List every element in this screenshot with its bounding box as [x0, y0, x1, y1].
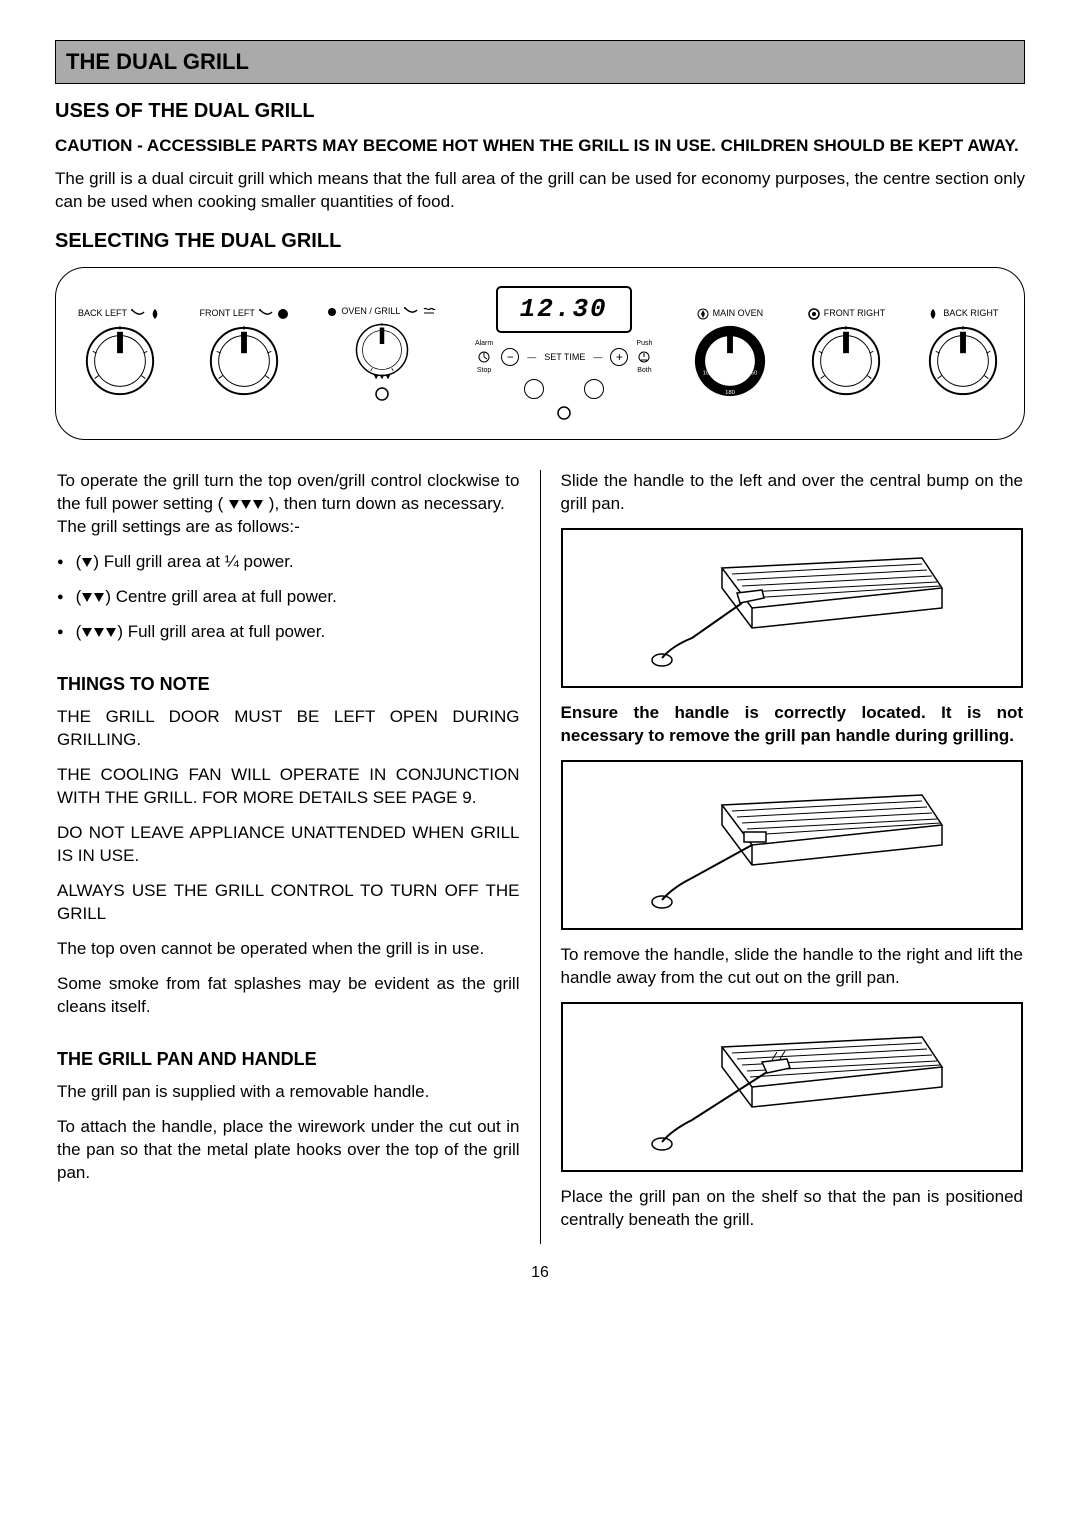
things-to-note-heading: THINGS TO NOTE — [57, 672, 520, 696]
knob-back-right: BACK RIGHT — [924, 307, 1002, 400]
note-text: Some smoke from fat splashes may be evid… — [57, 973, 520, 1019]
slide-text: Slide the handle to the left and over th… — [561, 470, 1024, 516]
handle-text: To attach the handle, place the wirework… — [57, 1116, 520, 1185]
selecting-heading: SELECTING THE DUAL GRILL — [55, 228, 1025, 255]
caution-text: CAUTION - ACCESSIBLE PARTS MAY BECOME HO… — [55, 135, 1025, 158]
knob-front-right: FRONT RIGHT — [807, 307, 885, 400]
grill-pan-heading: THE GRILL PAN AND HANDLE — [57, 1047, 520, 1071]
page-number: 16 — [55, 1262, 1025, 1284]
page-title-bar: THE DUAL GRILL — [55, 40, 1025, 84]
knob-front-left: FRONT LEFT — [200, 307, 289, 400]
grill-pan-figure-2 — [561, 760, 1024, 930]
place-text: Place the grill pan on the shelf so that… — [561, 1186, 1024, 1232]
flame-icon — [149, 308, 161, 320]
list-item: () Full grill area at full power. — [57, 621, 520, 644]
timer-button-right — [584, 379, 604, 399]
operate-paragraph: To operate the grill turn the top oven/g… — [57, 470, 520, 539]
note-text: THE GRILL DOOR MUST BE LEFT OPEN DURING … — [57, 706, 520, 752]
knob-main-oven: MAIN OVEN 180100250 — [691, 307, 769, 400]
note-text: DO NOT LEAVE APPLIANCE UNATTENDED WHEN G… — [57, 822, 520, 868]
flame-icon — [277, 308, 289, 320]
left-column: To operate the grill turn the top oven/g… — [55, 470, 541, 1244]
handle-text: The grill pan is supplied with a removab… — [57, 1081, 520, 1104]
plus-button: + — [610, 348, 628, 366]
list-item: () Centre grill area at full power. — [57, 586, 520, 609]
svg-text:250: 250 — [747, 371, 758, 377]
grill-pan-figure-1 — [561, 528, 1024, 688]
grill-pan-figure-3 — [561, 1002, 1024, 1172]
note-text: ALWAYS USE THE GRILL CONTROL TO TURN OFF… — [57, 880, 520, 926]
ensure-text: Ensure the handle is correctly located. … — [561, 702, 1024, 748]
control-panel-diagram: BACK LEFT FRONT LEFT OVEN / GRILL ▼▼▼ 12… — [55, 267, 1025, 441]
remove-text: To remove the handle, slide the handle t… — [561, 944, 1024, 990]
list-item: () Full grill area at ¼ power. — [57, 551, 520, 574]
uses-body: The grill is a dual circuit grill which … — [55, 168, 1025, 214]
fan-icon — [697, 308, 709, 320]
flame-icon — [927, 308, 939, 320]
timer-button-left — [524, 379, 544, 399]
minus-button: − — [501, 348, 519, 366]
grill-icon — [422, 307, 436, 317]
knob-oven-grill: OVEN / GRILL ▼▼▼ — [327, 305, 436, 402]
svg-text:▼▼▼: ▼▼▼ — [373, 375, 391, 381]
svg-text:180: 180 — [725, 390, 736, 396]
svg-text:100: 100 — [703, 371, 714, 377]
right-column: Slide the handle to the left and over th… — [541, 470, 1026, 1244]
set-time-label: SET TIME — [544, 351, 585, 363]
note-text: The top oven cannot be operated when the… — [57, 938, 520, 961]
timer-value: 12.30 — [496, 286, 632, 333]
uses-heading: USES OF THE DUAL GRILL — [55, 98, 1025, 125]
note-text: THE COOLING FAN WILL OPERATE IN CONJUNCT… — [57, 764, 520, 810]
knob-back-left: BACK LEFT — [78, 307, 161, 400]
grill-settings-list: () Full grill area at ¼ power. () Centre… — [57, 551, 520, 644]
page-title: THE DUAL GRILL — [66, 49, 249, 74]
timer-display-group: 12.30 AlarmStop − — SET TIME — + PushBot… — [475, 286, 652, 422]
